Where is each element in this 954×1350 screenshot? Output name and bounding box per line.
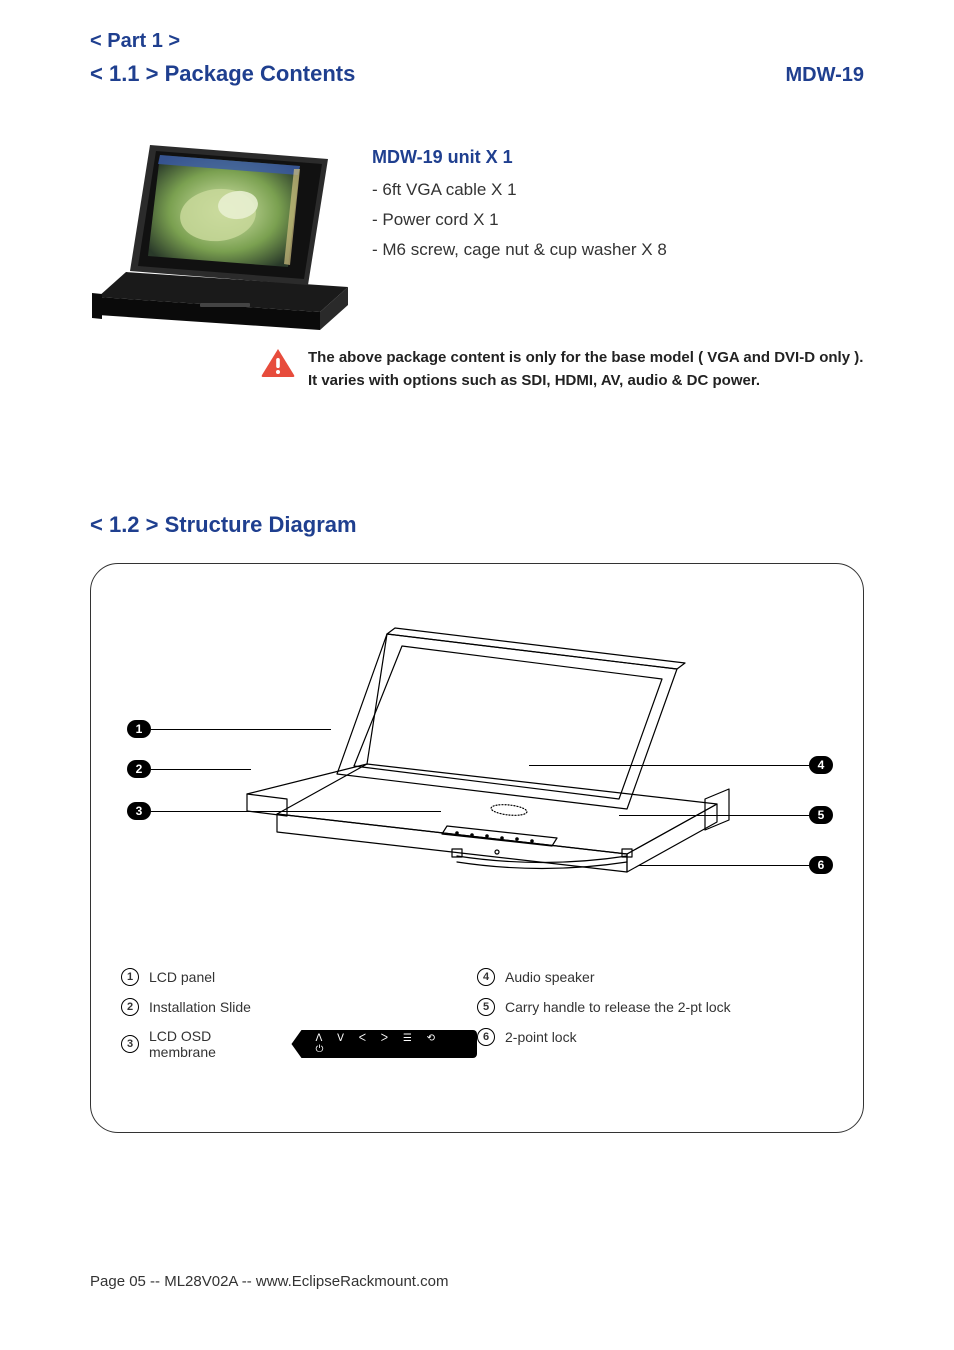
warning-text: The above package content is only for th… xyxy=(308,347,863,392)
legend-number: 5 xyxy=(477,998,495,1016)
legend-item: 2 Installation Slide xyxy=(121,998,477,1016)
legend-item: 4 Audio speaker xyxy=(477,968,833,986)
legend-item: 5 Carry handle to release the 2-pt lock xyxy=(477,998,833,1016)
warning-icon xyxy=(260,347,296,379)
callout-5: 5 xyxy=(809,806,833,824)
list-item: - 6ft VGA cable X 1 xyxy=(372,180,667,200)
warning-line-1: The above package content is only for th… xyxy=(308,347,863,370)
legend-item: 6 2-point lock xyxy=(477,1028,833,1046)
section-1-1-title: < 1.1 > Package Contents xyxy=(90,61,355,87)
package-section: MDW-19 unit X 1 - 6ft VGA cable X 1 - Po… xyxy=(90,127,864,337)
unit-title: MDW-19 unit X 1 xyxy=(372,147,667,168)
legend-label: 2-point lock xyxy=(505,1029,577,1045)
diagram-legend: 1 LCD panel 2 Installation Slide 3 LCD O… xyxy=(121,968,833,1072)
package-list: MDW-19 unit X 1 - 6ft VGA cable X 1 - Po… xyxy=(372,127,667,270)
callout-line xyxy=(151,769,251,770)
callout-1: 1 xyxy=(127,720,151,738)
legend-number: 2 xyxy=(121,998,139,1016)
legend-label: Installation Slide xyxy=(149,999,251,1015)
callout-line xyxy=(619,815,809,816)
list-item: - M6 screw, cage nut & cup washer X 8 xyxy=(372,240,667,260)
legend-label: LCD panel xyxy=(149,969,215,985)
legend-label: Audio speaker xyxy=(505,969,595,985)
legend-label: Carry handle to release the 2-pt lock xyxy=(505,999,731,1015)
callout-line xyxy=(529,765,809,766)
structure-diagram-box: 1 2 3 4 5 6 1 LCD panel 2 Installation S… xyxy=(90,563,864,1133)
list-item: - Power cord X 1 xyxy=(372,210,667,230)
legend-number: 3 xyxy=(121,1035,139,1053)
model-label: MDW-19 xyxy=(786,64,865,87)
page-header: < Part 1 > < 1.1 > Package Contents MDW-… xyxy=(90,30,864,87)
structure-diagram xyxy=(151,594,803,914)
legend-col-left: 1 LCD panel 2 Installation Slide 3 LCD O… xyxy=(121,968,477,1072)
warning-line-2: It varies with options such as SDI, HDMI… xyxy=(308,370,863,393)
warning-note: The above package content is only for th… xyxy=(260,347,864,392)
page-footer: Page 05 -- ML28V02A -- www.EclipseRackmo… xyxy=(90,1273,448,1290)
osd-membrane-graphic: ᐱ ᐯ ᐸ ᐳ ☰ ⟲ ⏻ xyxy=(291,1030,477,1058)
callout-2: 2 xyxy=(127,760,151,778)
callout-line xyxy=(151,729,331,730)
legend-item: 3 LCD OSD membrane ᐱ ᐯ ᐸ ᐳ ☰ ⟲ ⏻ xyxy=(121,1028,477,1060)
legend-number: 4 xyxy=(477,968,495,986)
legend-label: LCD OSD membrane xyxy=(149,1028,281,1060)
legend-number: 6 xyxy=(477,1028,495,1046)
callout-line xyxy=(639,865,809,866)
callout-line xyxy=(151,811,441,812)
part-title: < Part 1 > xyxy=(90,30,355,53)
callout-6: 6 xyxy=(809,856,833,874)
callout-3: 3 xyxy=(127,802,151,820)
legend-col-right: 4 Audio speaker 5 Carry handle to releas… xyxy=(477,968,833,1072)
legend-number: 1 xyxy=(121,968,139,986)
section-1-2-title: < 1.2 > Structure Diagram xyxy=(90,512,864,538)
product-photo xyxy=(90,127,360,337)
legend-item: 1 LCD panel xyxy=(121,968,477,986)
callout-4: 4 xyxy=(809,756,833,774)
header-left: < Part 1 > < 1.1 > Package Contents xyxy=(90,30,355,87)
